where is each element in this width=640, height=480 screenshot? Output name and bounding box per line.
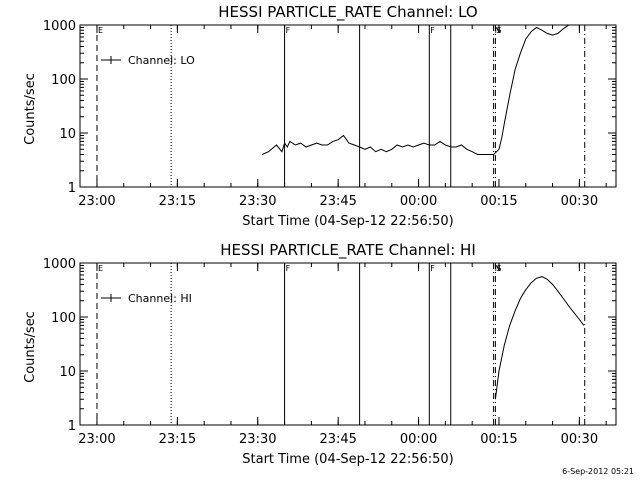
series-line [261, 24, 584, 155]
flag-label: N [495, 264, 501, 273]
flag-label: F [430, 264, 435, 273]
data-layer [494, 276, 585, 400]
y-tick-label: 1000 [43, 19, 76, 34]
plot-frame [79, 262, 617, 426]
flag-label: F [430, 26, 435, 35]
y-axis-label: Counts/sec [23, 73, 38, 145]
timestamp-footer: 6-Sep-2012 05:21 [562, 467, 634, 476]
y-tick-label: 10 [59, 365, 76, 380]
flag-lines: EFFNS [96, 25, 586, 187]
x-tick-label: 23:15 [159, 432, 196, 447]
flag-label: N [495, 26, 501, 35]
chart-title: HESSI PARTICLE_RATE Channel: HI [220, 241, 476, 260]
legend-label: Channel: HI [128, 292, 192, 305]
legend: Channel: HI [101, 292, 192, 305]
plot-frame [79, 24, 617, 188]
y-ticks: 1 10 100 1000 [43, 19, 616, 196]
y-tick-label: 1 [68, 181, 76, 196]
x-ticks: 23:00 23:15 23:30 23:45 00:00 00:15 00:30 [78, 25, 607, 209]
x-ticks: 23:00 23:15 23:30 23:45 00:00 00:15 00:30 [78, 263, 607, 447]
y-tick-label: 1 [68, 419, 76, 434]
x-tick-label: 23:00 [78, 432, 115, 447]
series-line [494, 276, 585, 400]
x-tick-label: 23:00 [78, 194, 115, 209]
x-axis-label: Start Time (04-Sep-12 22:56:50) [242, 452, 453, 467]
panel-channel-hi: HESSI PARTICLE_RATE Channel: HI Counts/s… [23, 241, 617, 467]
y-tick-label: 10 [59, 127, 76, 142]
x-tick-label: 23:45 [319, 194, 356, 209]
flag-label: F [286, 264, 291, 273]
y-tick-label: 100 [51, 73, 76, 88]
x-tick-label: 00:00 [400, 194, 437, 209]
x-tick-label: 00:15 [480, 432, 517, 447]
flag-label: F [286, 26, 291, 35]
x-tick-label: 00:30 [561, 432, 598, 447]
x-tick-label: 23:45 [319, 432, 356, 447]
x-tick-label: 23:15 [159, 194, 196, 209]
flag-label: E [98, 264, 103, 273]
x-tick-label: 00:00 [400, 432, 437, 447]
chart-title: HESSI PARTICLE_RATE Channel: LO [218, 3, 477, 22]
legend-label: Channel: LO [128, 54, 195, 67]
data-layer [261, 24, 584, 155]
x-tick-label: 00:15 [480, 194, 517, 209]
panel-channel-lo: HESSI PARTICLE_RATE Channel: LO Counts/s… [23, 3, 617, 229]
x-tick-label: 00:30 [561, 194, 598, 209]
y-tick-label: 100 [51, 311, 76, 326]
y-tick-label: 1000 [43, 257, 76, 272]
y-axis-label: Counts/sec [23, 311, 38, 383]
flag-label: E [98, 26, 103, 35]
x-tick-label: 23:30 [239, 194, 276, 209]
legend: Channel: LO [101, 54, 195, 67]
x-tick-label: 23:30 [239, 432, 276, 447]
x-axis-label: Start Time (04-Sep-12 22:56:50) [242, 214, 453, 229]
